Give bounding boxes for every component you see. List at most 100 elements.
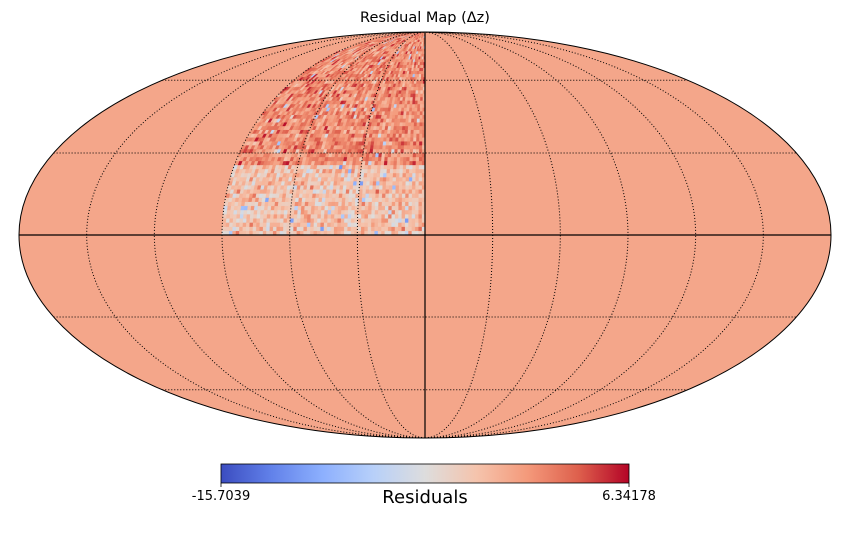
residual-pixel xyxy=(378,197,382,202)
residual-pixel xyxy=(246,213,251,219)
mollweide-map xyxy=(18,31,832,439)
residual-pixel xyxy=(385,172,390,178)
residual-pixel xyxy=(350,218,355,223)
residual-pixel xyxy=(337,205,342,211)
residual-pixel xyxy=(408,172,413,178)
residual-pixel xyxy=(386,156,391,162)
residual-pixel xyxy=(414,189,419,194)
residual-pixel xyxy=(320,201,326,207)
residual-pixel xyxy=(262,218,267,223)
residual-pixel xyxy=(398,176,403,182)
residual-pixel xyxy=(413,110,418,116)
residual-pixel xyxy=(368,193,373,198)
residual-pixel xyxy=(334,197,339,202)
residual-pixel xyxy=(259,222,264,227)
residual-pixel xyxy=(404,197,409,202)
residual-pixel xyxy=(331,193,336,198)
residual-pixel xyxy=(411,209,416,215)
residual-pixel xyxy=(404,193,409,198)
residual-pixel xyxy=(336,230,341,236)
residual-pixel xyxy=(404,209,409,215)
residual-pixel xyxy=(398,197,402,202)
residual-pixel xyxy=(384,213,389,219)
residual-pixel xyxy=(363,222,368,227)
residual-pixel xyxy=(405,156,410,162)
residual-pixel xyxy=(263,209,268,215)
residual-pixel xyxy=(397,222,402,227)
residual-pixel xyxy=(401,185,406,190)
residual-pixel xyxy=(387,205,392,211)
residual-pixel xyxy=(323,222,328,227)
residual-pixel xyxy=(316,213,321,219)
residual-pixel xyxy=(414,185,419,190)
residual-pixel xyxy=(252,226,257,232)
residual-pixel xyxy=(398,180,403,186)
residual-pixel xyxy=(399,160,404,166)
residual-pixel xyxy=(370,209,375,215)
residual-pixel xyxy=(401,133,405,138)
residual-pixel xyxy=(385,189,389,194)
residual-pixel xyxy=(415,148,420,154)
residual-pixel xyxy=(293,218,298,223)
residual-pixel xyxy=(413,114,418,119)
residual-pixel xyxy=(377,218,382,223)
residual-pixel xyxy=(374,218,378,223)
residual-pixel xyxy=(408,176,413,182)
residual-pixel xyxy=(280,209,285,215)
residual-pixel xyxy=(309,230,314,236)
residual-pixel xyxy=(222,209,228,215)
residual-pixel xyxy=(414,230,419,236)
residual-pixel xyxy=(242,226,247,232)
residual-pixel xyxy=(277,205,282,211)
residual-pixel xyxy=(242,222,247,227)
residual-pixel xyxy=(273,209,278,215)
residual-pixel xyxy=(361,189,366,194)
residual-pixel xyxy=(408,110,412,116)
residual-pixel xyxy=(394,205,399,211)
residual-pixel xyxy=(402,152,407,158)
residual-pixel xyxy=(228,222,233,227)
residual-pixel xyxy=(418,193,422,198)
residual-pixel xyxy=(326,218,331,223)
residual-pixel xyxy=(245,222,250,227)
residual-pixel xyxy=(347,222,351,227)
residual-pixel xyxy=(401,197,406,202)
residual-pixel xyxy=(406,152,410,158)
residual-pixel xyxy=(403,141,408,146)
residual-pixel xyxy=(283,209,288,215)
residual-pixel xyxy=(417,96,421,101)
residual-pixel xyxy=(317,205,322,211)
residual-pixel xyxy=(377,226,382,232)
residual-pixel xyxy=(265,222,270,227)
residual-pixel xyxy=(360,222,365,227)
residual-pixel xyxy=(403,144,408,150)
residual-pixel xyxy=(235,222,240,227)
residual-pixel xyxy=(411,230,416,236)
residual-pixel xyxy=(386,164,391,170)
residual-pixel xyxy=(420,70,424,75)
residual-pixel xyxy=(397,144,401,150)
residual-pixel xyxy=(303,209,308,215)
residual-pixel xyxy=(410,114,415,119)
residual-pixel xyxy=(306,222,311,227)
residual-pixel xyxy=(306,226,311,232)
residual-pixel xyxy=(374,230,378,236)
residual-pixel xyxy=(275,226,280,232)
residual-pixel xyxy=(317,209,322,215)
residual-pixel xyxy=(238,226,243,232)
residual-pixel xyxy=(344,201,349,207)
residual-pixel xyxy=(235,230,240,236)
residual-pixel xyxy=(317,197,323,202)
residual-pixel xyxy=(391,189,396,194)
residual-pixel xyxy=(411,201,416,207)
residual-pixel xyxy=(249,222,253,227)
residual-pixel xyxy=(338,193,343,198)
residual-pixel xyxy=(269,222,274,227)
residual-pixel xyxy=(367,222,372,227)
residual-pixel xyxy=(252,222,257,227)
residual-pixel xyxy=(360,218,365,223)
residual-pixel xyxy=(356,176,361,182)
residual-pixel xyxy=(350,209,355,215)
residual-pixel xyxy=(351,197,356,202)
residual-pixel xyxy=(399,156,404,162)
